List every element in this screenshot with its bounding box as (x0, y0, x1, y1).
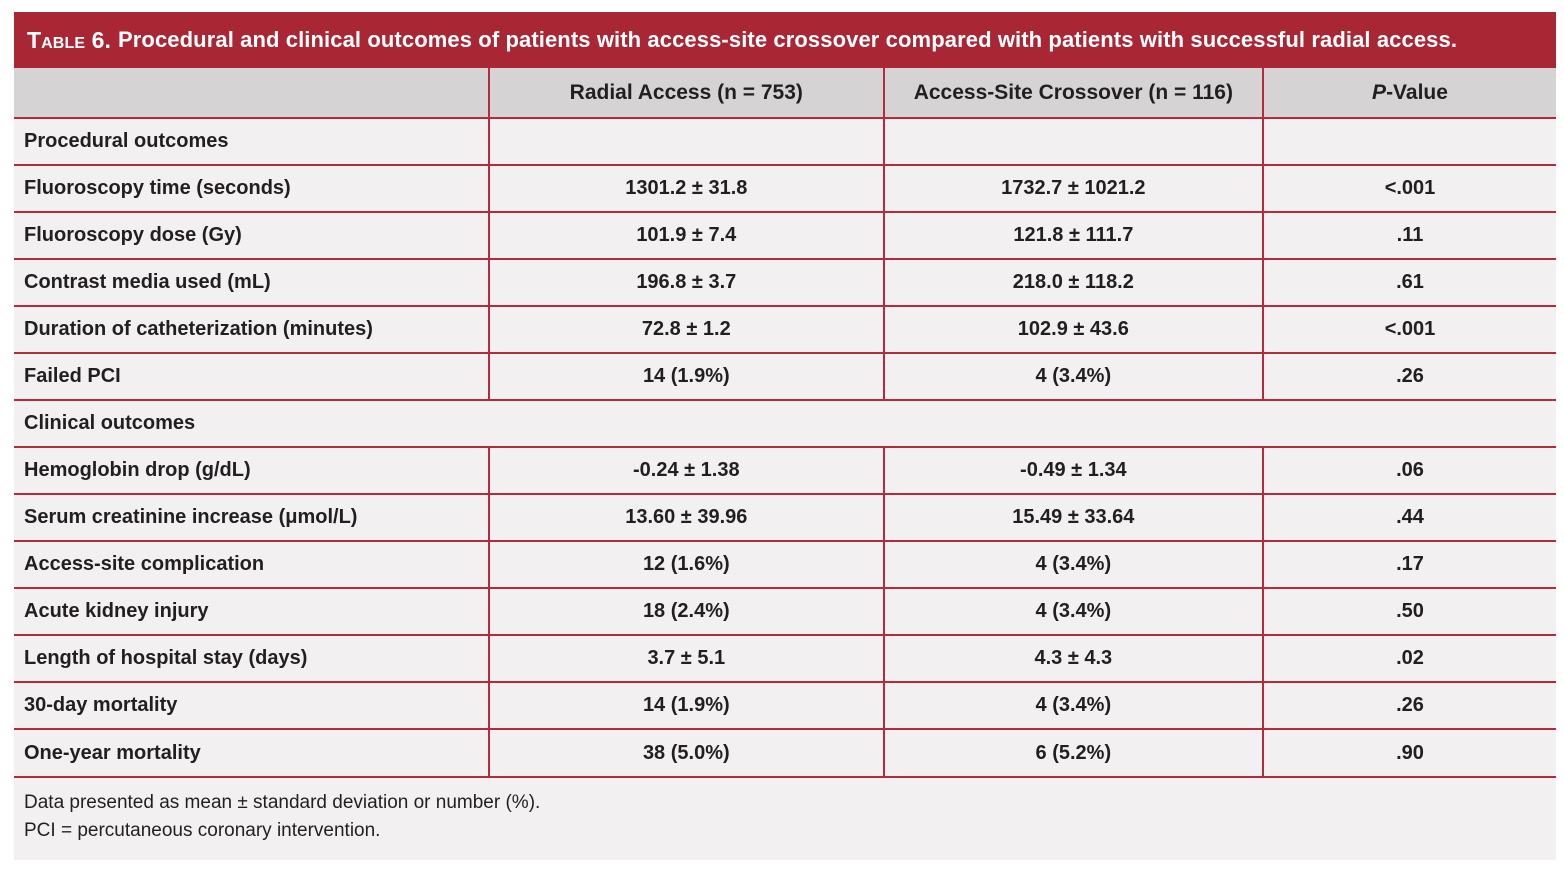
empty-cell (882, 117, 1263, 165)
crossover-value: 6 (5.2%) (882, 728, 1263, 776)
table-row: 30-day mortality 14 (1.9%) 4 (3.4%) .26 (14, 681, 1556, 729)
table-row: One-year mortality 38 (5.0%) 6 (5.2%) .90 (14, 728, 1556, 776)
crossover-value: 1732.7 ± 1021.2 (882, 164, 1263, 212)
p-value: .26 (1262, 681, 1556, 729)
p-value: .90 (1262, 728, 1556, 776)
table-row: Failed PCI 14 (1.9%) 4 (3.4%) .26 (14, 352, 1556, 400)
header-cell-radial-access: Radial Access (n = 753) (487, 68, 884, 118)
radial-access-value: -0.24 ± 1.38 (487, 446, 884, 494)
table-body: Procedural outcomes Fluoroscopy time (sec… (14, 117, 1556, 776)
footnote-pci-definition: PCI = percutaneous coronary intervention… (24, 820, 381, 841)
p-value: <.001 (1262, 164, 1556, 212)
outcome-label: One-year mortality (14, 728, 489, 776)
p-value-rest: -Value (1386, 80, 1448, 104)
radial-access-value: 101.9 ± 7.4 (487, 211, 884, 259)
radial-access-value: 1301.2 ± 31.8 (487, 164, 884, 212)
empty-cell (1262, 117, 1556, 165)
table-row: Length of hospital stay (days) 3.7 ± 5.1 4… (14, 634, 1556, 682)
crossover-value: 4 (3.4%) (882, 681, 1263, 729)
section-label: Clinical outcomes (14, 399, 1556, 447)
crossover-value: 4 (3.4%) (882, 352, 1263, 400)
outcome-label: Contrast media used (mL) (14, 258, 489, 306)
crossover-value: 4 (3.4%) (882, 540, 1263, 588)
table-row: Acute kidney injury 18 (2.4%) 4 (3.4%) .50 (14, 587, 1556, 635)
crossover-value: 102.9 ± 43.6 (882, 305, 1263, 353)
radial-access-value: 72.8 ± 1.2 (487, 305, 884, 353)
header-cell-empty (14, 68, 489, 118)
p-value: .61 (1262, 258, 1556, 306)
p-value: .17 (1262, 540, 1556, 588)
crossover-value: 4 (3.4%) (882, 587, 1263, 635)
table-footnotes: Data presented as mean ± standard deviat… (14, 776, 1556, 860)
outcome-label: Failed PCI (14, 352, 489, 400)
outcome-label: Duration of catheterization (minutes) (14, 305, 489, 353)
p-value-italic-p: P (1372, 80, 1387, 104)
crossover-value: 218.0 ± 118.2 (882, 258, 1263, 306)
section-row: Clinical outcomes (14, 399, 1556, 447)
table-row: Fluoroscopy dose (Gy) 101.9 ± 7.4 121.8 ± … (14, 211, 1556, 259)
table-title-text: Procedural and clinical outcomes of pati… (117, 27, 1458, 52)
section-row: Procedural outcomes (14, 117, 1556, 165)
table-row: Serum creatinine increase (μmol/L) 13.60 … (14, 493, 1556, 541)
outcome-label: Access-site complication (14, 540, 489, 588)
p-value: .11 (1262, 211, 1556, 259)
radial-access-value: 14 (1.9%) (487, 352, 884, 400)
outcome-label: Fluoroscopy time (seconds) (14, 164, 489, 212)
table-row: Access-site complication 12 (1.6%) 4 (3.4%… (14, 540, 1556, 588)
section-label: Procedural outcomes (14, 117, 489, 165)
table-title-bar: Table 6. Procedural and clinical outcome… (14, 12, 1556, 68)
crossover-value: 121.8 ± 111.7 (882, 211, 1263, 259)
crossover-value: -0.49 ± 1.34 (882, 446, 1263, 494)
p-value: .02 (1262, 634, 1556, 682)
outcome-label: 30-day mortality (14, 681, 489, 729)
radial-access-value: 3.7 ± 5.1 (487, 634, 884, 682)
header-cell-crossover: Access-Site Crossover (n = 116) (882, 68, 1263, 118)
radial-access-value: 18 (2.4%) (487, 587, 884, 635)
p-value: <.001 (1262, 305, 1556, 353)
table-row: Contrast media used (mL) 196.8 ± 3.7 218.0… (14, 258, 1556, 306)
table-row: Hemoglobin drop (g/dL) -0.24 ± 1.38 -0.49 … (14, 446, 1556, 494)
p-value: .26 (1262, 352, 1556, 400)
header-cell-p-value: P-Value (1262, 68, 1556, 118)
outcome-label: Hemoglobin drop (g/dL) (14, 446, 489, 494)
footnote-data-presentation: Data presented as mean ± standard deviat… (24, 792, 541, 813)
table-number-label: Table 6. (27, 26, 111, 53)
outcome-label: Fluoroscopy dose (Gy) (14, 211, 489, 259)
outcome-label: Serum creatinine increase (μmol/L) (14, 493, 489, 541)
crossover-value: 15.49 ± 33.64 (882, 493, 1263, 541)
empty-cell (487, 117, 884, 165)
radial-access-value: 12 (1.6%) (487, 540, 884, 588)
table-header: Radial Access (n = 753) Access-Site Cros… (14, 68, 1556, 118)
p-value: .50 (1262, 587, 1556, 635)
radial-access-value: 196.8 ± 3.7 (487, 258, 884, 306)
p-value: .44 (1262, 493, 1556, 541)
table-row: Fluoroscopy time (seconds) 1301.2 ± 31.8 1… (14, 164, 1556, 212)
radial-access-value: 38 (5.0%) (487, 728, 884, 776)
outcome-label: Length of hospital stay (days) (14, 634, 489, 682)
outcome-label: Acute kidney injury (14, 587, 489, 635)
radial-access-value: 14 (1.9%) (487, 681, 884, 729)
outcomes-table: Table 6. Procedural and clinical outcome… (14, 12, 1556, 860)
data-table: Radial Access (n = 753) Access-Site Cros… (14, 68, 1556, 776)
p-value: .06 (1262, 446, 1556, 494)
crossover-value: 4.3 ± 4.3 (882, 634, 1263, 682)
radial-access-value: 13.60 ± 39.96 (487, 493, 884, 541)
table-row: Duration of catheterization (minutes) 72.… (14, 305, 1556, 353)
header-row: Radial Access (n = 753) Access-Site Cros… (14, 68, 1556, 118)
